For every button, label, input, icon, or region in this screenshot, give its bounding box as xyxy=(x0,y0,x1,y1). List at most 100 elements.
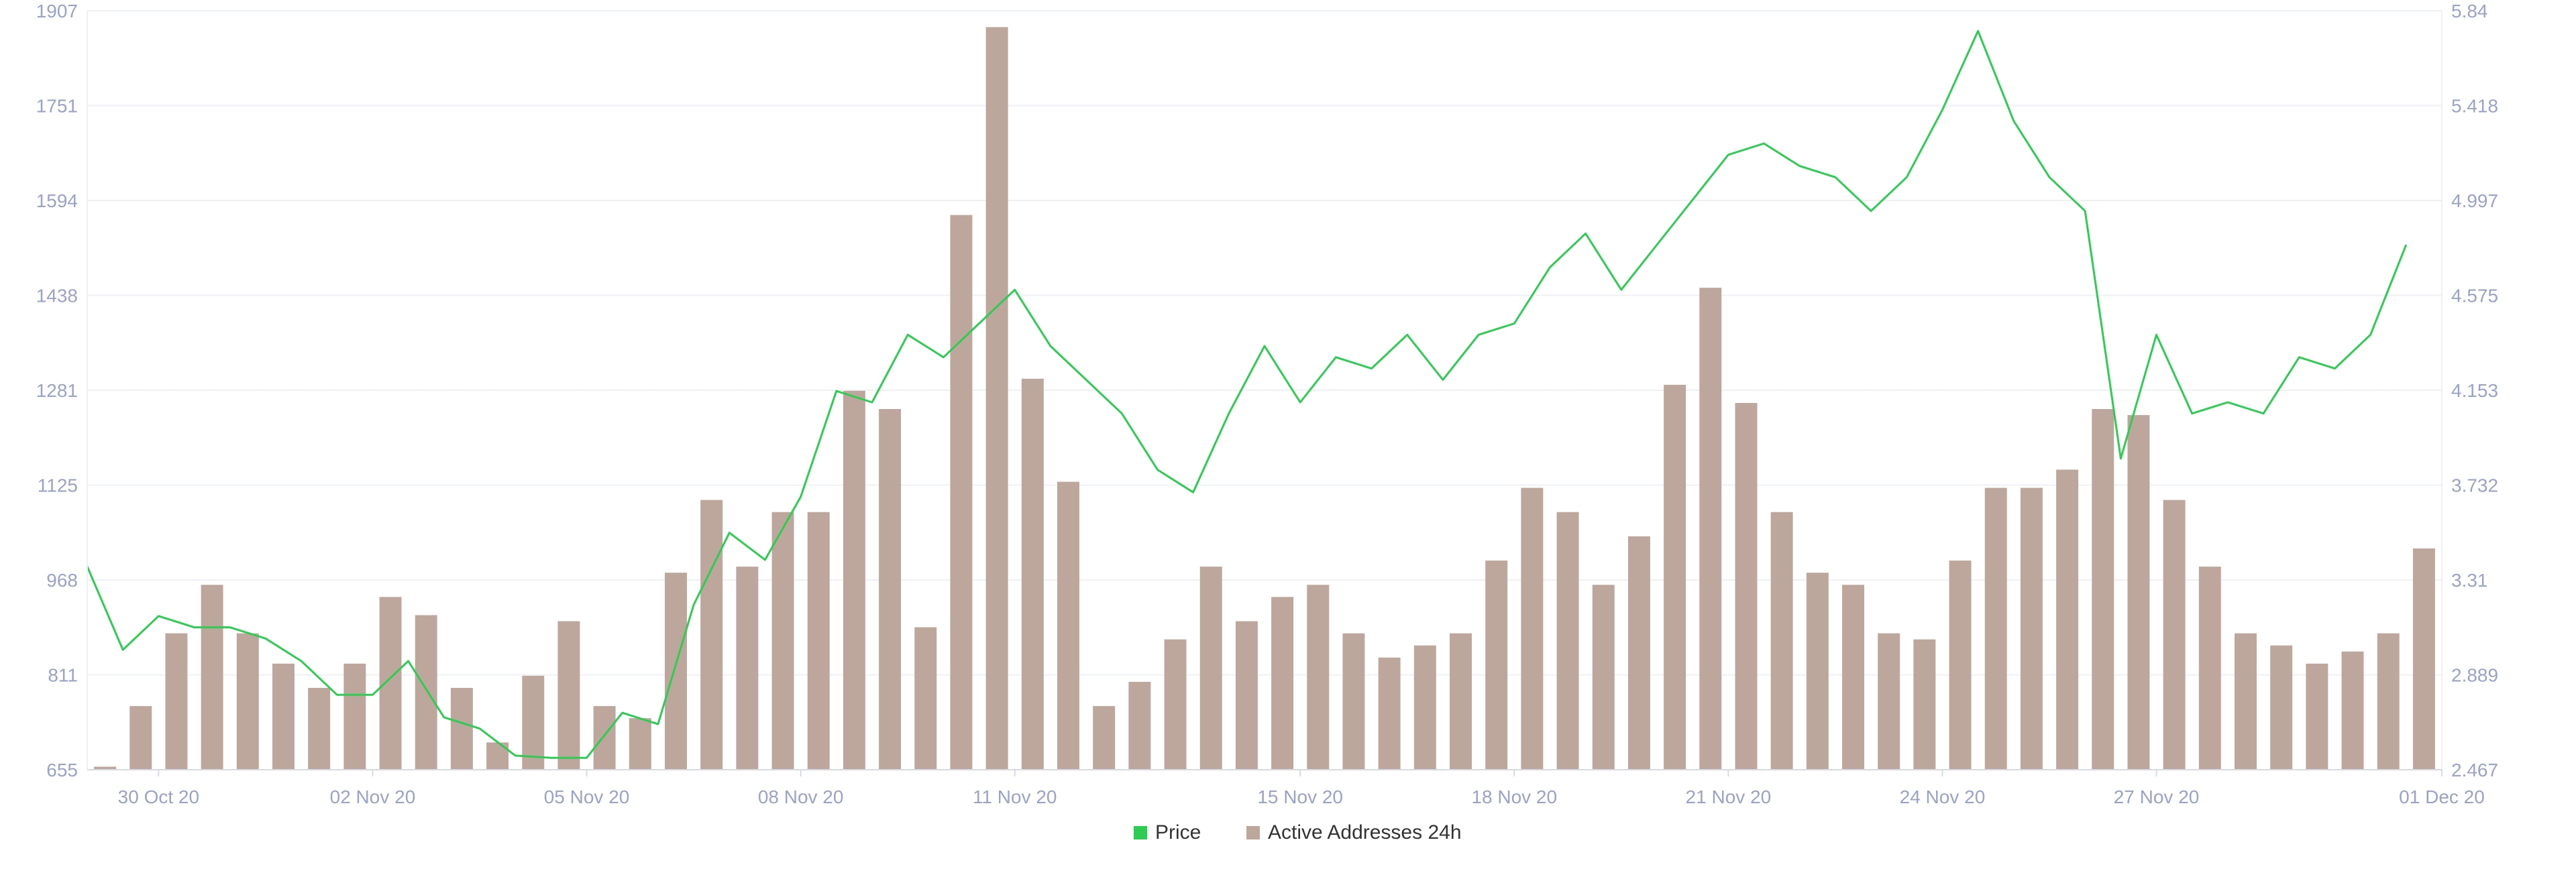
active-addresses-bar xyxy=(450,687,473,770)
active-addresses-bar xyxy=(2092,409,2114,770)
y-right-tick-label: 3.732 xyxy=(2451,475,2498,496)
active-addresses-bar xyxy=(1521,487,1544,770)
legend-swatch xyxy=(1246,826,1260,839)
active-addresses-bar xyxy=(1592,585,1615,770)
active-addresses-bar xyxy=(879,409,902,770)
right-axis-ticks: 2.467 2.889 3.31 3.732 4.153 4.575 4.997 5.418 5… xyxy=(2451,1,2498,780)
y-left-tick-label: 655 xyxy=(46,760,78,780)
active-addresses-bar xyxy=(1021,378,1044,770)
active-addresses-bar xyxy=(2127,415,2150,770)
y-right-tick-label: 2.467 xyxy=(2451,760,2498,780)
active-addresses-bar xyxy=(2412,548,2435,770)
grid-layer xyxy=(87,10,2442,770)
active-addresses-bar xyxy=(486,742,509,770)
active-addresses-bar xyxy=(1235,621,1258,770)
y-left-tick-label: 1907 xyxy=(36,1,78,21)
bars-layer xyxy=(94,27,2435,770)
y-right-tick-label: 4.997 xyxy=(2451,190,2498,211)
x-axis-tick-label: 21 Nov 20 xyxy=(1686,786,1772,807)
y-left-tick-label: 968 xyxy=(46,570,78,591)
legend: Price Active Addresses 24h xyxy=(1134,821,1462,843)
active-addresses-bar xyxy=(914,627,937,770)
y-left-tick-label: 1125 xyxy=(38,475,78,496)
active-addresses-bar xyxy=(2377,633,2400,770)
active-addresses-bar xyxy=(2341,651,2364,770)
legend-label: Active Addresses 24h xyxy=(1268,821,1462,843)
active-addresses-bar xyxy=(1307,585,1330,770)
x-axis-tick-label: 05 Nov 20 xyxy=(544,786,630,807)
active-addresses-bar xyxy=(1735,402,1758,770)
active-addresses-bar xyxy=(1627,536,1650,770)
active-addresses-bar xyxy=(700,500,723,770)
y-left-tick-label: 1281 xyxy=(36,380,78,401)
x-axis-tick-label: 11 Nov 20 xyxy=(973,786,1057,807)
active-addresses-bar xyxy=(843,390,865,770)
x-axis-ticks: 30 Oct 20 02 Nov 20 05 Nov 20 08 Nov 20 11 N… xyxy=(118,786,2485,807)
active-addresses-bar xyxy=(985,27,1008,770)
active-addresses-bar xyxy=(1485,561,1508,770)
active-addresses-bar xyxy=(629,718,651,770)
active-addresses-bar xyxy=(593,706,616,770)
active-addresses-bar xyxy=(665,573,687,770)
line-layer xyxy=(86,30,2408,759)
active-addresses-bar xyxy=(1842,585,1864,770)
active-addresses-bar xyxy=(2163,500,2186,770)
y-right-tick-label: 4.575 xyxy=(2451,286,2498,306)
y-right-tick-label: 4.153 xyxy=(2451,380,2498,401)
active-addresses-bar xyxy=(771,512,794,770)
active-addresses-bar xyxy=(2198,567,2221,770)
active-addresses-bar xyxy=(94,766,117,770)
active-addresses-bar xyxy=(1378,657,1401,770)
active-addresses-bar xyxy=(236,633,259,770)
y-left-tick-label: 1438 xyxy=(36,286,78,306)
active-addresses-bar xyxy=(1664,384,1686,770)
active-addresses-bar xyxy=(201,585,223,770)
x-axis-tick-label: 01 Dec 20 xyxy=(2399,786,2485,807)
active-addresses-bar xyxy=(1699,288,1722,770)
y-right-tick-label: 2.889 xyxy=(2451,665,2498,686)
active-addresses-bar xyxy=(272,663,294,770)
active-addresses-bar xyxy=(1164,639,1187,770)
active-addresses-bar xyxy=(343,663,366,770)
y-right-tick-label: 5.418 xyxy=(2451,96,2498,117)
active-addresses-bar xyxy=(522,675,545,770)
active-addresses-bar xyxy=(129,706,152,770)
legend-swatch xyxy=(1134,826,1147,839)
y-right-tick-label: 5.84 xyxy=(2451,1,2488,21)
active-addresses-bar xyxy=(557,621,580,770)
active-addresses-bar xyxy=(1342,633,1365,770)
active-addresses-bar xyxy=(1878,633,1900,770)
active-addresses-bar xyxy=(736,567,759,770)
active-addresses-bar xyxy=(308,687,331,770)
active-addresses-bar xyxy=(379,597,402,770)
x-axis-tick-label: 18 Nov 20 xyxy=(1471,786,1557,807)
axes-layer xyxy=(87,11,2443,776)
active-addresses-bar xyxy=(1271,597,1294,770)
y-right-tick-label: 3.31 xyxy=(2451,570,2488,591)
active-addresses-bar xyxy=(807,512,830,770)
y-left-tick-label: 1594 xyxy=(36,190,78,211)
active-addresses-bar xyxy=(1128,681,1151,770)
left-axis-ticks: 655 811 968 1125 1281 1438 1594 1751 1907 xyxy=(36,1,78,780)
active-addresses-bar xyxy=(1199,567,1222,770)
y-left-tick-label: 811 xyxy=(48,665,78,686)
active-addresses-bar xyxy=(1770,512,1793,770)
active-addresses-bar xyxy=(950,215,973,770)
active-addresses-bar xyxy=(1949,561,1972,770)
price-line xyxy=(86,30,2408,759)
active-addresses-bar xyxy=(1450,633,1472,770)
x-axis-tick-label: 02 Nov 20 xyxy=(330,786,416,807)
active-addresses-bar xyxy=(1984,487,2007,770)
active-addresses-bar xyxy=(2056,469,2079,770)
active-addresses-bar xyxy=(2235,633,2257,770)
active-addresses-bar xyxy=(1057,481,1079,770)
x-axis-tick-label: 08 Nov 20 xyxy=(758,786,844,807)
active-addresses-bar xyxy=(1093,706,1116,770)
x-axis-tick-label: 15 Nov 20 xyxy=(1257,786,1343,807)
active-addresses-bar xyxy=(415,615,437,770)
active-addresses-bar xyxy=(1413,645,1436,770)
x-axis-tick-label: 24 Nov 20 xyxy=(1900,786,1986,807)
active-addresses-bar xyxy=(2270,645,2293,770)
